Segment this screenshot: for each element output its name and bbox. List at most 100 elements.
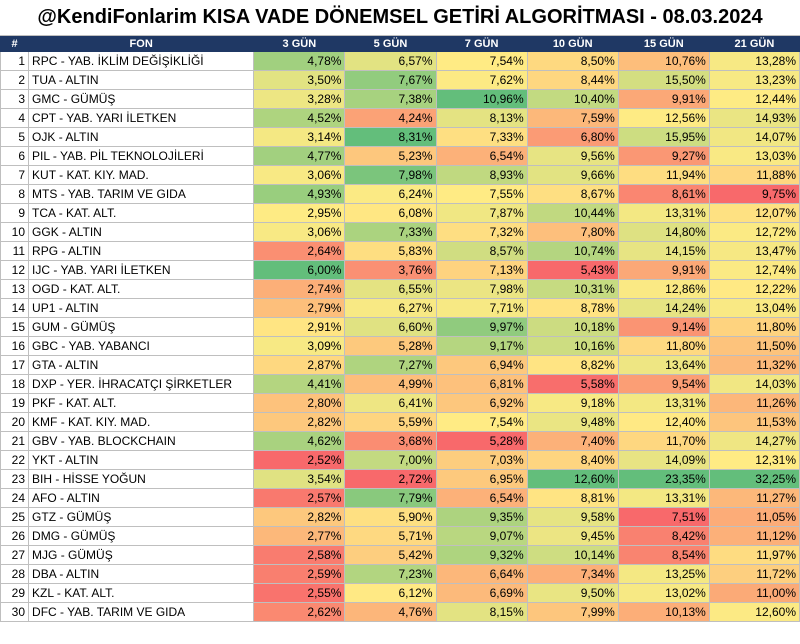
row-index: 2 [0, 70, 30, 90]
table-row[interactable]: 17 GTA - ALTIN 2,87% 7,27% 6,94% 8,82% 13,64% 1… [0, 355, 800, 375]
table-row[interactable]: 27 MJG - GÜMÜŞ 2,58% 5,42% 9,32% 10,14% 8,54% 1… [0, 545, 800, 565]
table-row[interactable]: 7 KUT - KAT. KIY. MAD. 3,06% 7,98% 8,93% 9,66… [0, 165, 800, 185]
return-7-day-cell: 7,55% [435, 184, 528, 204]
return-21-day-cell: 11,32% [708, 355, 800, 375]
return-5-day-cell: 2,72% [344, 469, 437, 489]
fund-name-cell: RPG - ALTIN [28, 241, 255, 261]
table-row[interactable]: 21 GBV - YAB. BLOCKCHAIN 4,62% 3,68% 5,28% 7,… [0, 431, 800, 451]
return-15-day-cell: 9,91% [617, 260, 710, 280]
row-index: 5 [0, 127, 30, 147]
row-index: 30 [0, 602, 30, 622]
fund-name-cell: PKF - KAT. ALT. [28, 393, 255, 413]
return-3-day-cell: 3,06% [253, 165, 346, 185]
header-fund[interactable]: FON [28, 36, 255, 52]
fund-name-cell: RPC - YAB. İKLİM DEĞİŞİKLİĞİ [28, 51, 255, 71]
return-21-day-cell: 14,03% [708, 374, 800, 394]
return-5-day-cell: 3,76% [344, 260, 437, 280]
fund-name-cell: YKT - ALTIN [28, 450, 255, 470]
table-row[interactable]: 29 KZL - KAT. ALT. 2,55% 6,12% 6,69% 9,50% 13,… [0, 583, 800, 603]
return-7-day-cell: 6,92% [435, 393, 528, 413]
table-row[interactable]: 28 DBA - ALTIN 2,59% 7,23% 6,64% 7,34% 13,25% 1… [0, 564, 800, 584]
header-21-day[interactable]: 21 GÜN [708, 36, 800, 52]
table-row[interactable]: 4 CPT - YAB. YARI İLETKEN 4,52% 4,24% 8,13% 7… [0, 108, 800, 128]
fund-name-cell: GTZ - GÜMÜŞ [28, 507, 255, 527]
return-10-day-cell: 9,18% [526, 393, 619, 413]
fund-name-cell: MTS - YAB. TARIM VE GIDA [28, 184, 255, 204]
return-21-day-cell: 11,72% [708, 564, 800, 584]
row-index: 18 [0, 374, 30, 394]
fund-name-cell: DBA - ALTIN [28, 564, 255, 584]
table-row[interactable]: 5 OJK - ALTIN 3,14% 8,31% 7,33% 6,80% 15,95% 14… [0, 127, 800, 147]
return-15-day-cell: 8,42% [617, 526, 710, 546]
return-5-day-cell: 7,67% [344, 70, 437, 90]
return-10-day-cell: 8,81% [526, 488, 619, 508]
return-7-day-cell: 7,98% [435, 279, 528, 299]
fund-name-cell: GUM - GÜMÜŞ [28, 317, 255, 337]
return-5-day-cell: 6,08% [344, 203, 437, 223]
table-row[interactable]: 3 GMC - GÜMÜŞ 3,28% 7,38% 10,96% 10,40% 9,91% 1… [0, 89, 800, 109]
table-row[interactable]: 6 PIL - YAB. PİL TEKNOLOJİLERİ 4,77% 5,23% 6… [0, 146, 800, 166]
table-row[interactable]: 30 DFC - YAB. TARIM VE GIDA 2,62% 4,76% 8,15… [0, 602, 800, 622]
return-21-day-cell: 12,60% [708, 602, 800, 622]
table-row[interactable]: 20 KMF - KAT. KIY. MAD. 2,82% 5,59% 7,54% 9,4… [0, 412, 800, 432]
return-7-day-cell: 8,93% [435, 165, 528, 185]
return-21-day-cell: 13,03% [708, 146, 800, 166]
table-row[interactable]: 23 BIH - HİSSE YOĞUN 3,54% 2,72% 6,95% 12,60%… [0, 469, 800, 489]
return-21-day-cell: 11,27% [708, 488, 800, 508]
return-21-day-cell: 11,97% [708, 545, 800, 565]
return-5-day-cell: 5,83% [344, 241, 437, 261]
table-row[interactable]: 25 GTZ - GÜMÜŞ 2,82% 5,90% 9,35% 9,58% 7,51% 11… [0, 507, 800, 527]
header-5-day[interactable]: 5 GÜN [344, 36, 437, 52]
table-row[interactable]: 2 TUA - ALTIN 3,50% 7,67% 7,62% 8,44% 15,50% 13… [0, 70, 800, 90]
fund-name-cell: DXP - YER. İHRACATÇI ŞİRKETLER [28, 374, 255, 394]
table-row[interactable]: 11 RPG - ALTIN 2,64% 5,83% 8,57% 10,74% 14,15%… [0, 241, 800, 261]
header-10-day[interactable]: 10 GÜN [526, 36, 619, 52]
return-7-day-cell: 9,97% [435, 317, 528, 337]
return-3-day-cell: 2,91% [253, 317, 346, 337]
return-15-day-cell: 14,15% [617, 241, 710, 261]
return-7-day-cell: 7,54% [435, 412, 528, 432]
return-3-day-cell: 2,79% [253, 298, 346, 318]
return-5-day-cell: 6,60% [344, 317, 437, 337]
return-15-day-cell: 12,40% [617, 412, 710, 432]
return-10-day-cell: 9,66% [526, 165, 619, 185]
table-row[interactable]: 13 OGD - KAT. ALT. 2,74% 6,55% 7,98% 10,31% 12… [0, 279, 800, 299]
return-7-day-cell: 7,71% [435, 298, 528, 318]
header-3-day[interactable]: 3 GÜN [253, 36, 346, 52]
table-row[interactable]: 14 UP1 - ALTIN 2,79% 6,27% 7,71% 8,78% 14,24% 1… [0, 298, 800, 318]
return-21-day-cell: 12,22% [708, 279, 800, 299]
return-3-day-cell: 2,62% [253, 602, 346, 622]
return-21-day-cell: 11,26% [708, 393, 800, 413]
table-row[interactable]: 26 DMG - GÜMÜŞ 2,77% 5,71% 9,07% 9,45% 8,42% 11… [0, 526, 800, 546]
return-10-day-cell: 10,18% [526, 317, 619, 337]
header-15-day[interactable]: 15 GÜN [617, 36, 710, 52]
table-row[interactable]: 22 YKT - ALTIN 2,52% 7,00% 7,03% 8,40% 14,09% 1… [0, 450, 800, 470]
fund-name-cell: MJG - GÜMÜŞ [28, 545, 255, 565]
return-3-day-cell: 4,77% [253, 146, 346, 166]
table-row[interactable]: 10 GGK - ALTIN 3,06% 7,33% 7,32% 7,80% 14,80% 1… [0, 222, 800, 242]
fund-name-cell: AFO - ALTIN [28, 488, 255, 508]
return-21-day-cell: 12,07% [708, 203, 800, 223]
header-7-day[interactable]: 7 GÜN [435, 36, 528, 52]
fund-name-cell: KZL - KAT. ALT. [28, 583, 255, 603]
return-10-day-cell: 10,14% [526, 545, 619, 565]
table-row[interactable]: 24 AFO - ALTIN 2,57% 7,79% 6,54% 8,81% 13,31% 1… [0, 488, 800, 508]
return-7-day-cell: 6,69% [435, 583, 528, 603]
table-row[interactable]: 19 PKF - KAT. ALT. 2,80% 6,41% 6,92% 9,18% 13,… [0, 393, 800, 413]
table-row[interactable]: 15 GUM - GÜMÜŞ 2,91% 6,60% 9,97% 10,18% 9,14% 1… [0, 317, 800, 337]
return-10-day-cell: 9,50% [526, 583, 619, 603]
row-index: 11 [0, 241, 30, 261]
return-3-day-cell: 6,00% [253, 260, 346, 280]
return-7-day-cell: 7,32% [435, 222, 528, 242]
table-row[interactable]: 1 RPC - YAB. İKLİM DEĞİŞİKLİĞİ 4,78% 6,57% 7… [0, 51, 800, 71]
table-row[interactable]: 18 DXP - YER. İHRACATÇI ŞİRKETLER 4,41% 4,9… [0, 374, 800, 394]
header-row: # FON 3 GÜN 5 GÜN 7 GÜN 10 GÜN 15 GÜN 21… [0, 36, 800, 52]
table-row[interactable]: 8 MTS - YAB. TARIM VE GIDA 4,93% 6,24% 7,55%… [0, 184, 800, 204]
table-row[interactable]: 9 TCA - KAT. ALT. 2,95% 6,08% 7,87% 10,44% 13,… [0, 203, 800, 223]
header-index[interactable]: # [0, 36, 30, 52]
return-10-day-cell: 8,44% [526, 70, 619, 90]
table-row[interactable]: 16 GBC - YAB. YABANCI 3,09% 5,28% 9,17% 10,16… [0, 336, 800, 356]
row-index: 6 [0, 146, 30, 166]
return-7-day-cell: 9,35% [435, 507, 528, 527]
table-row[interactable]: 12 IJC - YAB. YARI İLETKEN 6,00% 3,76% 7,13%… [0, 260, 800, 280]
